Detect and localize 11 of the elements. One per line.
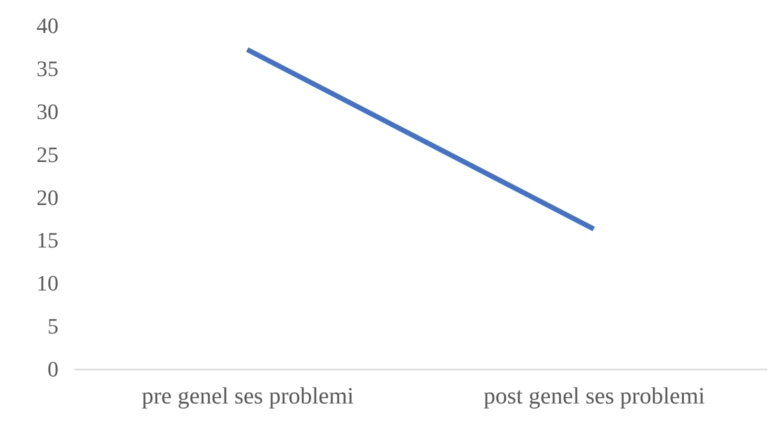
y-tick-label: 30 [36,98,58,124]
y-tick-label: 35 [36,56,58,81]
y-tick-label: 20 [36,184,58,210]
y-tick-label: 40 [36,13,58,38]
x-tick-label: post genel ses problemi [484,384,706,410]
y-tick-label: 5 [48,314,58,339]
x-tick-label: pre genel ses problemi [142,384,354,410]
y-tick-label: 0 [48,356,58,382]
y-tick-label: 25 [36,142,58,167]
y-tick-label: 10 [36,270,58,296]
y-tick-label: 15 [36,228,58,253]
